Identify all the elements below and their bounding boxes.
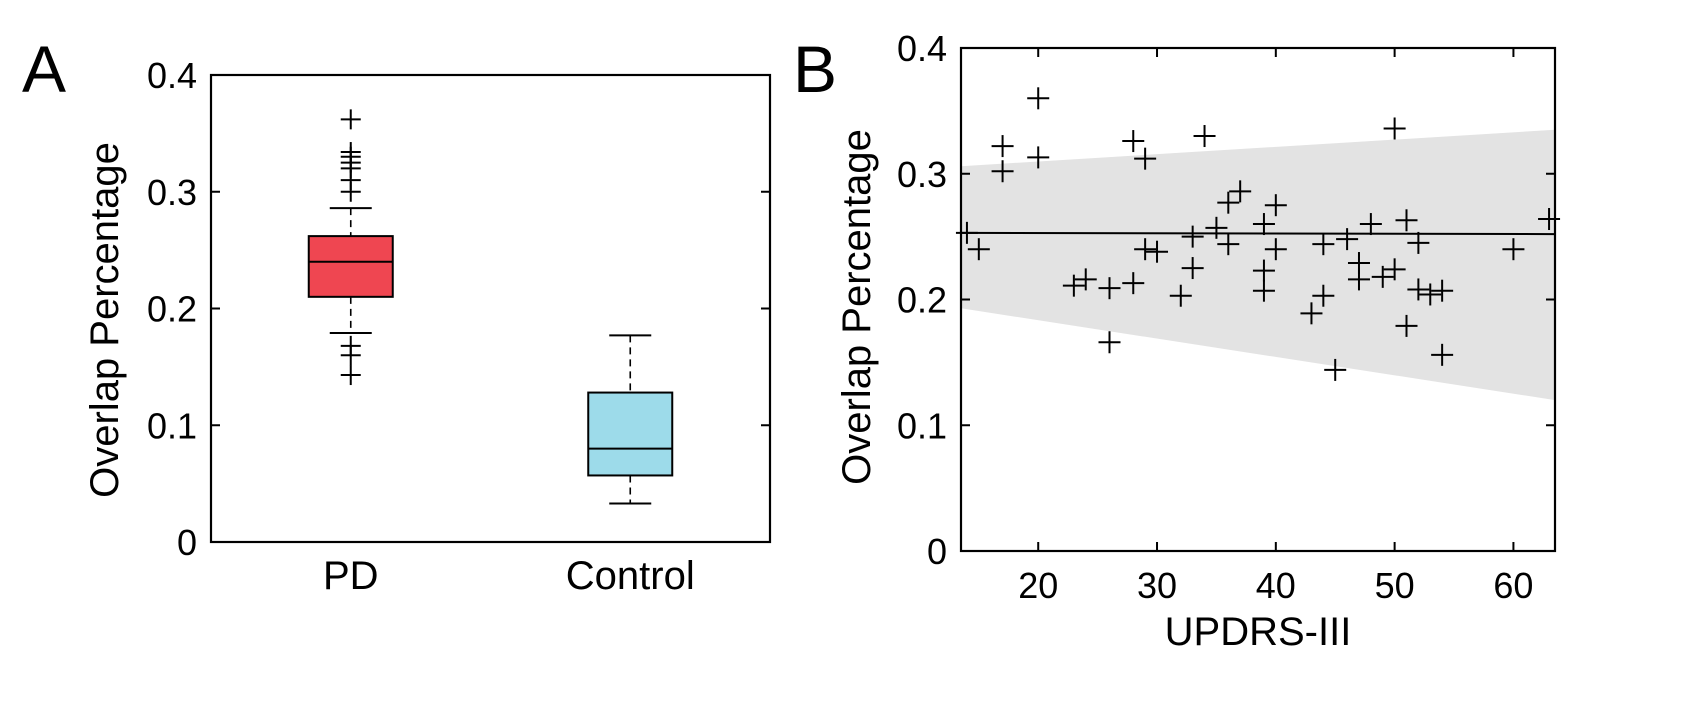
- panel-b-y-tick-label: 0.4: [897, 28, 947, 69]
- panel-b-y-tick-label: 0.2: [897, 280, 947, 321]
- scatter-point: [1538, 208, 1561, 231]
- box-outlier-marker: [340, 109, 361, 130]
- scatter-point: [1217, 191, 1240, 214]
- panel-a-y-tick-label: 0: [177, 522, 197, 563]
- scatter-point: [967, 238, 990, 261]
- panel-a-x-tick-label: PD: [323, 554, 379, 598]
- panel-a-boxplot: A Overlap Percentage 0 0.1 0.2 0.3 0.4 PD Con…: [22, 32, 772, 598]
- scatter-point: [955, 221, 978, 244]
- panel-a-y-ticks: 0 0.1 0.2 0.3 0.4: [147, 55, 770, 563]
- panel-b-y-tick-label: 0.1: [897, 405, 947, 446]
- scatter-point: [1324, 358, 1347, 381]
- scatter-point: [1383, 117, 1406, 140]
- box-outlier-marker: [340, 181, 361, 202]
- box-outlier-marker: [340, 345, 361, 366]
- scatter-point: [1419, 283, 1442, 306]
- panel-b-y-tick-label: 0.3: [897, 154, 947, 195]
- scatter-point: [1193, 125, 1216, 148]
- scatter-point: [1359, 213, 1382, 236]
- panel-a-boxes: [307, 109, 674, 505]
- panel-a-y-tick-label: 0.4: [147, 55, 197, 96]
- panel-b-x-tick-label: 60: [1493, 565, 1533, 606]
- scatter-point: [1312, 233, 1335, 256]
- panel-b-ticks: 0 0.1 0.2 0.3 0.4 20 30 40 50 60: [897, 28, 1555, 606]
- scatter-point: [1383, 258, 1406, 281]
- scatter-point: [1027, 87, 1050, 110]
- scatter-point: [1347, 268, 1370, 291]
- panel-b-x-axis-title: UPDRS-III: [1165, 610, 1352, 654]
- scatter-point: [1217, 233, 1240, 256]
- panel-b-letter: B: [793, 32, 837, 106]
- scatter-point: [1027, 146, 1050, 169]
- panel-b-x-tick-label: 20: [1018, 565, 1058, 606]
- scatter-point: [1252, 279, 1275, 302]
- scatter-point: [1371, 265, 1394, 288]
- scatter-point: [1502, 238, 1525, 261]
- scatter-point: [1300, 302, 1323, 325]
- scatter-point: [1134, 147, 1157, 170]
- scatter-point: [1264, 194, 1287, 217]
- scatter-point: [1395, 314, 1418, 337]
- panel-b-scatter: B Overlap Percentage UPDRS-III 0 0.1 0.2 0.…: [793, 28, 1561, 654]
- scatter-point: [1122, 130, 1145, 153]
- scatter-point: [1395, 209, 1418, 232]
- scatter-point: [1062, 274, 1085, 297]
- panel-a-letter: A: [22, 32, 66, 106]
- scatter-point: [1169, 284, 1192, 307]
- scatter-point: [1122, 272, 1145, 295]
- scatter-point: [1181, 257, 1204, 280]
- scatter-point: [1407, 278, 1430, 301]
- panel-a-y-tick-label: 0.2: [147, 289, 197, 330]
- scatter-point: [1431, 343, 1454, 366]
- panel-b-fit-line: [960, 231, 1556, 236]
- scatter-point: [1407, 231, 1430, 254]
- box-outlier-marker: [340, 365, 361, 386]
- box-iqr-pd: [307, 235, 394, 298]
- scatter-point: [1205, 216, 1228, 239]
- panel-b-x-tick-label: 40: [1256, 565, 1296, 606]
- scatter-point: [991, 160, 1014, 183]
- scatter-point: [1146, 240, 1169, 263]
- panel-a-plot-frame: [209, 73, 772, 544]
- scatter-point: [1252, 213, 1275, 236]
- panel-b-y-axis-title: Overlap Percentage: [835, 129, 879, 485]
- scatter-point: [1336, 228, 1359, 251]
- panel-b-y-tick-label: 0: [927, 531, 947, 572]
- panel-a-x-tick-label: Control: [566, 554, 695, 598]
- scatter-point: [1312, 284, 1335, 307]
- confidence-band-area: [961, 129, 1555, 401]
- panel-b-confidence-band: [961, 129, 1555, 401]
- scatter-point: [1229, 180, 1252, 203]
- scatter-point: [1098, 277, 1121, 300]
- panel-a-y-axis-title: Overlap Percentage: [83, 142, 127, 498]
- panel-b-plot-frame: [959, 46, 1557, 553]
- scatter-point: [1252, 259, 1275, 282]
- scatter-point: [1134, 238, 1157, 261]
- scatter-point: [1074, 268, 1097, 291]
- panel-a-x-tick-labels: PD Control: [323, 554, 695, 598]
- regression-line: [960, 231, 1556, 236]
- panel-a-y-tick-label: 0.1: [147, 405, 197, 446]
- panel-b-x-tick-label: 30: [1137, 565, 1177, 606]
- scatter-point: [1181, 225, 1204, 248]
- panel-a-y-tick-label: 0.3: [147, 172, 197, 213]
- panel-b-x-tick-label: 50: [1375, 565, 1415, 606]
- panel-b-data-points: [955, 87, 1561, 381]
- box-iqr-control: [587, 391, 674, 477]
- scatter-point: [1431, 279, 1454, 302]
- scatter-point: [991, 135, 1014, 158]
- scatter-point: [1264, 238, 1287, 261]
- scatter-point: [1098, 331, 1121, 354]
